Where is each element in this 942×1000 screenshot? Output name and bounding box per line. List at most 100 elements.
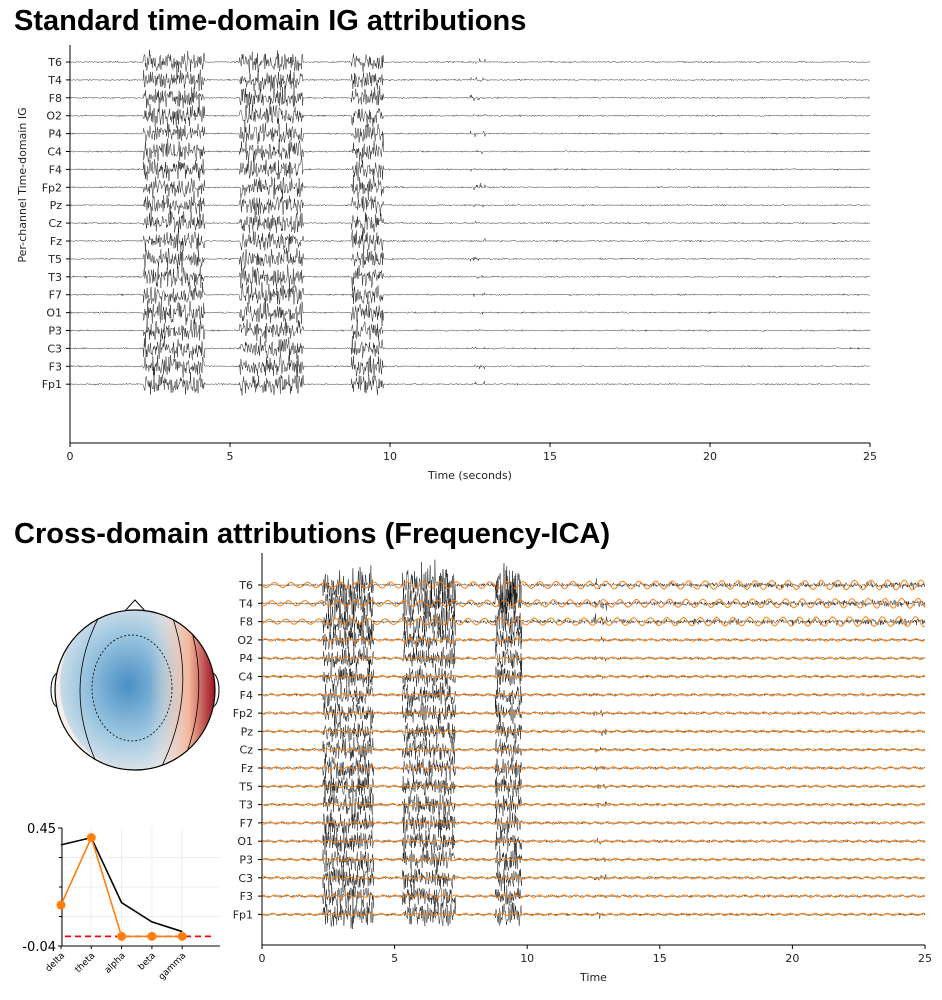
channel-label: O2 <box>46 110 62 123</box>
series-point <box>86 833 96 843</box>
channel-label: Fz <box>50 235 62 248</box>
x-tick-label: 5 <box>227 450 234 463</box>
channel-trace <box>261 880 926 909</box>
channel-label: T5 <box>238 780 253 793</box>
channel-trace <box>69 102 871 128</box>
channel-label: O1 <box>237 835 253 848</box>
overlay-trace <box>261 857 926 862</box>
overlay-trace <box>261 729 926 734</box>
overlay-trace <box>261 802 926 807</box>
channel-trace <box>69 67 871 92</box>
channel-label: T3 <box>47 271 62 284</box>
channel-trace <box>261 680 926 709</box>
channel-trace <box>69 354 871 378</box>
y-tick-label: -0.04 <box>22 940 56 955</box>
x-tick-label: 25 <box>863 450 877 463</box>
channel-label: Fp1 <box>42 378 62 391</box>
series-point <box>177 931 187 941</box>
overlay-trace <box>261 766 926 770</box>
y-tick-label: 0.45 <box>27 822 56 837</box>
channel-label: P3 <box>48 325 62 338</box>
channel-label: F3 <box>240 890 253 903</box>
series-line <box>60 836 183 933</box>
x-tick-label: alpha <box>103 951 128 976</box>
channel-trace <box>261 736 926 764</box>
channel-trace <box>69 210 871 236</box>
channel-trace <box>69 300 871 327</box>
channel-label: C4 <box>47 146 62 159</box>
channel-label: Pz <box>241 725 254 738</box>
top-title: Standard time-domain IG attributions <box>14 5 526 37</box>
x-tick-label: 0 <box>67 450 74 463</box>
overlay-trace <box>261 597 926 609</box>
channel-trace <box>261 719 926 744</box>
channel-label: F3 <box>49 360 62 373</box>
channel-label: C3 <box>238 872 253 885</box>
channel-trace <box>261 559 926 614</box>
overlay-trace <box>261 839 926 843</box>
x-tick-label: 20 <box>703 450 717 463</box>
x-tick-label: 10 <box>520 952 534 965</box>
channel-label: Fp1 <box>233 908 253 921</box>
channel-trace <box>69 372 871 396</box>
channel-label: T4 <box>238 597 253 610</box>
overlay-trace <box>261 912 926 917</box>
channel-label: C3 <box>47 342 62 355</box>
x-tick-label: 15 <box>543 450 557 463</box>
y-axis-label: Per-channel Time-domain IG <box>16 107 29 262</box>
channel-label: Fp2 <box>42 181 62 194</box>
series-point <box>56 900 66 910</box>
x-tick-label: gamma <box>157 951 188 982</box>
channel-label: O2 <box>237 634 253 647</box>
x-tick-label: theta <box>74 951 98 975</box>
channel-trace <box>69 121 871 147</box>
channel-label: F4 <box>49 163 62 176</box>
channel-label: T5 <box>47 253 62 266</box>
x-tick-label: beta <box>137 951 158 972</box>
channel-label: T4 <box>47 74 62 87</box>
overlay-trace <box>261 876 926 880</box>
channel-trace <box>261 598 926 647</box>
overlay-trace <box>261 656 926 660</box>
overlay-trace <box>261 674 925 679</box>
x-tick-label: 5 <box>391 952 398 965</box>
bottom-title: Cross-domain attributions (Frequency-ICA… <box>14 518 610 550</box>
channel-label: Pz <box>50 199 63 212</box>
series-point <box>147 931 157 941</box>
overlay-trace <box>261 616 926 628</box>
overlay-trace <box>261 638 926 642</box>
x-tick-label: 10 <box>383 450 397 463</box>
channel-label: T6 <box>47 56 62 69</box>
channel-label: P3 <box>239 854 253 867</box>
channel-label: T3 <box>238 799 253 812</box>
topomap <box>50 599 220 771</box>
channel-trace <box>69 84 871 111</box>
overlay-trace <box>261 894 926 898</box>
channel-trace <box>69 228 871 254</box>
channel-label: F7 <box>49 289 62 302</box>
channel-trace <box>69 138 871 163</box>
channel-label: Cz <box>49 217 63 230</box>
channel-trace <box>69 264 871 291</box>
channel-trace <box>69 156 870 182</box>
channel-label: P4 <box>48 128 62 141</box>
channel-trace <box>261 773 926 800</box>
channel-trace <box>261 579 926 625</box>
channel-trace <box>69 174 871 201</box>
overlay-trace <box>261 579 926 591</box>
channel-label: F8 <box>240 616 253 629</box>
bottom-plot: 0 5 10 15 20 25 Time T6 T4 F8 O2 P4 C4 F4 Fp2 Pz Cz Fz T5 T… <box>233 553 932 984</box>
series-point <box>117 931 127 941</box>
x-tick-label: 15 <box>653 952 667 965</box>
channel-trace <box>69 247 871 273</box>
channel-trace <box>69 49 871 74</box>
channel-label: F4 <box>240 689 253 702</box>
channel-label: T6 <box>238 579 253 592</box>
channel-trace <box>70 317 871 343</box>
channel-trace <box>261 900 926 930</box>
channel-label: O1 <box>46 307 62 320</box>
channel-trace <box>69 191 871 218</box>
channel-trace <box>69 282 871 306</box>
